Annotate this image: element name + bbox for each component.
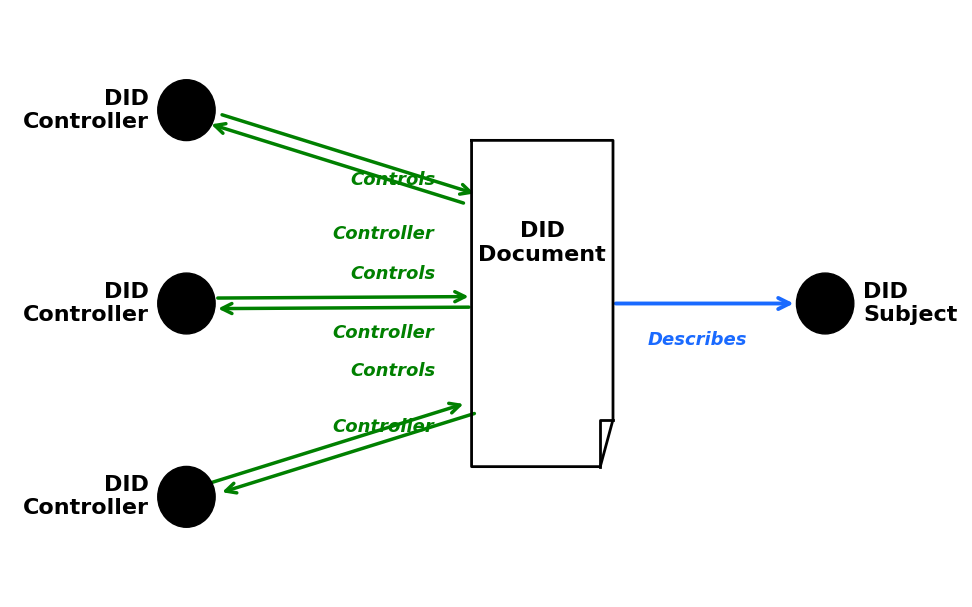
Text: Describes: Describes — [647, 331, 747, 348]
Text: DID
Controller: DID Controller — [22, 282, 149, 325]
Text: Controls: Controls — [351, 171, 435, 189]
Text: Controller: Controller — [332, 418, 434, 436]
Ellipse shape — [157, 466, 215, 527]
Text: DID
Subject: DID Subject — [863, 282, 957, 325]
Text: DID
Controller: DID Controller — [22, 89, 149, 132]
Text: DID
Controller: DID Controller — [22, 475, 149, 518]
Ellipse shape — [157, 80, 215, 141]
Text: Controller: Controller — [332, 324, 434, 342]
Text: Controller: Controller — [332, 225, 434, 243]
Polygon shape — [471, 140, 613, 467]
Text: DID
Document: DID Document — [478, 222, 607, 265]
Ellipse shape — [796, 273, 853, 334]
Text: Controls: Controls — [351, 362, 435, 380]
Text: Controls: Controls — [351, 265, 435, 283]
Ellipse shape — [157, 273, 215, 334]
